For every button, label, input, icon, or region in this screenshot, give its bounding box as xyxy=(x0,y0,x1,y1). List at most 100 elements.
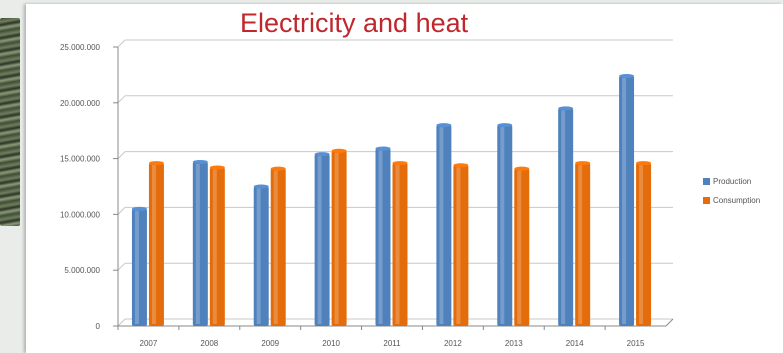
bar-face xyxy=(575,163,591,326)
bar-face xyxy=(209,167,225,326)
y-tick-label: 5.000.000 xyxy=(64,266,100,275)
bar-production-2007 xyxy=(131,206,147,326)
bar-production-2008 xyxy=(192,159,208,326)
chart-title: Electricity and heat xyxy=(240,8,469,38)
bar-top xyxy=(453,163,469,168)
bar-top xyxy=(192,159,208,164)
bar-top xyxy=(436,123,452,128)
y-tick-label: 10.000.000 xyxy=(60,210,101,219)
bar-highlight xyxy=(578,165,583,324)
x-tick-label: 2007 xyxy=(140,339,158,348)
gridline-side xyxy=(117,151,126,159)
y-tick-label: 20.000.000 xyxy=(60,99,101,108)
legend-label-consumption: Consumption xyxy=(713,196,761,205)
legend-swatch-consumption xyxy=(703,197,710,204)
gridline-side xyxy=(117,262,126,271)
bar-top xyxy=(514,166,530,171)
gridline-side xyxy=(117,207,126,215)
bar-highlight xyxy=(256,188,261,324)
bar-highlight xyxy=(134,210,139,324)
legend-item-production: Production xyxy=(703,172,760,191)
bar-production-2009 xyxy=(253,184,269,326)
x-tick-label: 2009 xyxy=(261,339,279,348)
bar-top xyxy=(575,161,591,166)
bar-top xyxy=(253,184,269,189)
bar-face xyxy=(619,76,635,327)
x-tick-label: 2015 xyxy=(627,339,645,348)
bar-chart: 0 5.000.000 10.000.000 15.000.000 20.000.000… xyxy=(60,39,674,348)
bar-top xyxy=(558,106,574,111)
y-tick-label: 15.000.000 xyxy=(60,155,101,164)
bar-face xyxy=(514,168,530,326)
bar-highlight xyxy=(500,127,505,325)
bar-highlight xyxy=(456,167,461,324)
bar-highlight xyxy=(395,165,400,324)
bar-face xyxy=(148,163,164,326)
bar-highlight xyxy=(212,169,217,324)
bar-face xyxy=(253,186,269,326)
legend: Production Consumption xyxy=(703,172,760,210)
bar-top xyxy=(270,166,286,171)
bar-production-2012 xyxy=(436,123,452,327)
bar-highlight xyxy=(151,165,156,324)
x-tick-label: 2011 xyxy=(383,339,401,348)
bar-production-2013 xyxy=(497,123,513,327)
y-tick-label: 0 xyxy=(96,322,101,331)
bar-consumption-2009 xyxy=(270,166,286,326)
bar-face xyxy=(636,163,652,326)
bar-face xyxy=(375,148,391,326)
bar-top xyxy=(619,74,635,79)
bar-face xyxy=(331,150,347,326)
bar-face xyxy=(453,165,469,326)
bar-highlight xyxy=(195,163,200,324)
bar-top xyxy=(314,152,330,157)
y-tick-label: 25.000.000 xyxy=(60,43,101,52)
bar-production-2015 xyxy=(619,74,635,327)
bar-top xyxy=(131,206,147,211)
x-axis-end xyxy=(665,318,674,327)
legend-label-production: Production xyxy=(713,177,752,186)
bar-top xyxy=(636,161,652,166)
bar-production-2011 xyxy=(375,146,391,326)
bar-consumption-2011 xyxy=(392,161,408,326)
bar-highlight xyxy=(334,152,339,324)
bar-highlight xyxy=(561,110,566,324)
bar-face xyxy=(558,108,574,326)
bar-face xyxy=(192,161,208,326)
bar-highlight xyxy=(378,150,383,324)
gridline-side xyxy=(117,39,126,48)
x-tick-label: 2013 xyxy=(505,339,523,348)
bar-face xyxy=(314,154,330,326)
bar-face xyxy=(131,208,147,326)
bar-face xyxy=(270,168,286,326)
bar-top xyxy=(392,161,408,166)
bar-highlight xyxy=(622,78,627,325)
bar-consumption-2008 xyxy=(209,165,225,326)
bar-highlight xyxy=(639,165,644,324)
bar-highlight xyxy=(517,170,522,324)
bar-face xyxy=(497,125,513,327)
bar-production-2010 xyxy=(314,152,330,326)
bar-face xyxy=(436,125,452,327)
bar-highlight xyxy=(439,127,444,325)
bar-face xyxy=(392,163,408,326)
bar-consumption-2015 xyxy=(636,161,652,326)
bar-production-2014 xyxy=(558,106,574,326)
bar-consumption-2012 xyxy=(453,163,469,326)
x-tick-label: 2012 xyxy=(444,339,462,348)
bar-top xyxy=(497,123,513,128)
bar-highlight xyxy=(273,170,278,324)
gridline-side xyxy=(117,318,126,327)
legend-item-consumption: Consumption xyxy=(703,191,760,210)
bar-top xyxy=(331,148,347,153)
gridline-side xyxy=(117,95,126,104)
x-tick-label: 2008 xyxy=(200,339,218,348)
x-tick-label: 2010 xyxy=(322,339,340,348)
legend-swatch-production xyxy=(703,178,710,185)
bar-consumption-2007 xyxy=(148,161,164,326)
bar-top xyxy=(209,165,225,170)
bar-consumption-2013 xyxy=(514,166,530,326)
bar-top xyxy=(148,161,164,166)
bar-consumption-2014 xyxy=(575,161,591,326)
bar-top xyxy=(375,146,391,151)
